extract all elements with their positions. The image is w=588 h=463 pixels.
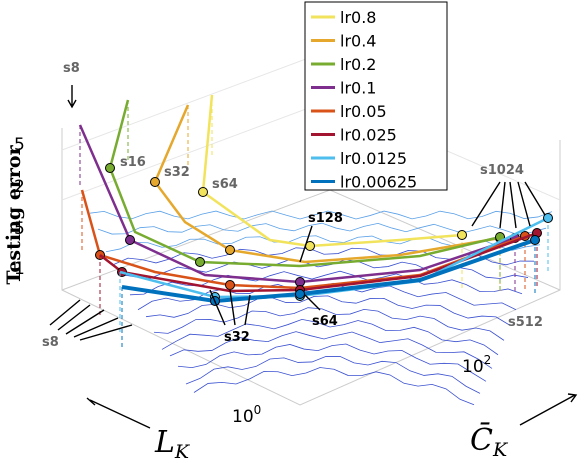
y-tick: 5: [14, 219, 25, 239]
curve-point: [195, 257, 205, 267]
legend-label: lr0.4: [340, 32, 376, 51]
curve: [78, 124, 516, 284]
z-tick-exp: 2: [484, 353, 492, 367]
contour: [161, 318, 499, 356]
annotation: s1024: [480, 163, 524, 178]
curve-point: [457, 230, 467, 240]
annotation: s8: [42, 335, 59, 350]
contour: [97, 222, 547, 236]
z-axis-label: C̄K: [470, 422, 509, 461]
contour: [153, 307, 505, 341]
legend-label: lr0.8: [340, 8, 376, 27]
legend-label: lr0.025: [340, 126, 397, 145]
curve-point: [543, 213, 553, 223]
annotation: s8: [63, 61, 80, 76]
arrows: [49, 85, 578, 429]
annotation: s512: [508, 315, 543, 330]
contour: [145, 295, 511, 326]
curve-point: [198, 187, 208, 197]
curve-point: [225, 280, 235, 290]
contour: [169, 331, 493, 369]
y-axis-label: Testing error: [3, 144, 25, 284]
contour: [185, 355, 481, 394]
annotation: s64: [312, 314, 338, 329]
z-label-main: C̄: [470, 422, 493, 458]
curve-point: [125, 235, 135, 245]
x-label-main: L: [154, 425, 175, 460]
z-tick: 102: [462, 353, 491, 377]
legend-label: lr0.2: [340, 55, 376, 74]
curve-point: [295, 289, 305, 299]
curve: [201, 94, 463, 248]
contour: [177, 343, 487, 382]
annotation: s128: [308, 211, 343, 226]
curve-point: [225, 245, 235, 255]
curve-point: [150, 177, 160, 187]
curve-point: [530, 235, 540, 245]
z-tick-base: 10: [462, 357, 484, 377]
annotation: s16: [120, 155, 146, 170]
z-label-sub: K: [492, 439, 509, 461]
legend-label: lr0.1: [340, 79, 376, 98]
y-tick: 2: [14, 177, 25, 197]
contour: [89, 210, 553, 220]
y-tick: 5: [14, 135, 25, 155]
contour: [193, 367, 475, 406]
y-tick: 1: [14, 259, 25, 279]
legend-label: lr0.05: [340, 102, 387, 121]
legend-label: lr0.0125: [340, 149, 407, 168]
x-tick: 100: [232, 403, 261, 427]
legend: lr0.8 lr0.4 lr0.2 lr0.1 lr0.05 lr0.025 lr0.012…: [304, 1, 448, 192]
curves: [78, 94, 553, 347]
annotation: s32: [164, 165, 190, 180]
x-axis-label: LK: [154, 425, 191, 463]
legend-label: lr0.00625: [340, 173, 417, 192]
annotation: s64: [212, 177, 238, 192]
x-tick-base: 10: [232, 407, 254, 427]
x-tick-exp: 0: [254, 403, 262, 417]
x-label-sub: K: [174, 441, 191, 463]
curve-point: [105, 163, 115, 173]
annotation: s32: [224, 330, 250, 345]
